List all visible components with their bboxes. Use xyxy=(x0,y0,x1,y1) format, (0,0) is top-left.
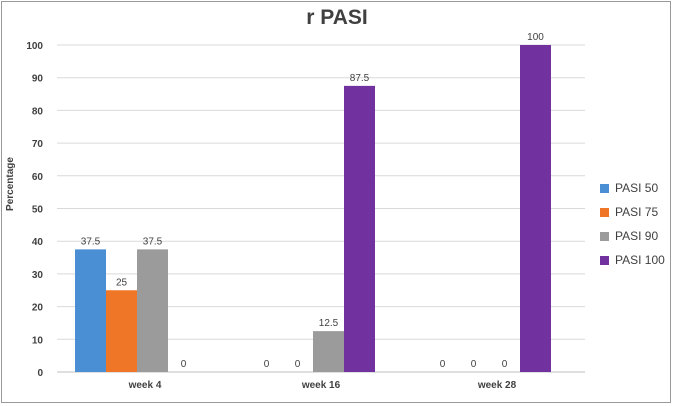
data-label: 0 xyxy=(181,359,187,370)
bar xyxy=(520,45,551,372)
data-label: 12.5 xyxy=(319,318,339,329)
bar xyxy=(313,331,344,372)
data-label: 0 xyxy=(440,359,446,370)
legend-swatch xyxy=(600,231,609,241)
bar xyxy=(106,290,137,372)
bar xyxy=(75,249,106,372)
y-tick-label: 10 xyxy=(32,335,44,346)
data-label: 37.5 xyxy=(81,236,101,247)
y-tick-label: 40 xyxy=(32,237,44,248)
y-tick-label: 50 xyxy=(32,205,44,216)
data-label: 37.5 xyxy=(143,236,163,247)
legend-swatch xyxy=(600,207,609,217)
legend-item: PASI 75 xyxy=(600,200,665,224)
y-tick-label: 70 xyxy=(32,139,44,150)
data-label: 87.5 xyxy=(350,73,370,84)
y-tick-label: 80 xyxy=(32,106,44,117)
bar xyxy=(344,85,375,372)
data-label: 0 xyxy=(295,359,301,370)
legend-swatch xyxy=(600,183,609,193)
y-tick-label: 30 xyxy=(32,270,44,281)
data-label: 100 xyxy=(527,32,544,43)
chart-legend: PASI 50 PASI 75 PASI 90 PASI 100 xyxy=(600,176,665,272)
chart-title: r PASI xyxy=(306,6,368,29)
data-label: 0 xyxy=(264,359,270,370)
y-tick-label: 0 xyxy=(37,368,43,379)
legend-label: PASI 50 xyxy=(615,181,659,195)
data-label: 25 xyxy=(116,277,128,288)
x-tick-label: week 28 xyxy=(477,380,517,391)
y-tick-label: 100 xyxy=(26,41,43,52)
data-label: 0 xyxy=(502,359,508,370)
legend-label: PASI 100 xyxy=(615,253,665,267)
legend-item: PASI 100 xyxy=(600,248,665,272)
legend-item: PASI 50 xyxy=(600,176,665,200)
y-tick-label: 90 xyxy=(32,74,44,85)
x-tick-label: week 16 xyxy=(301,380,341,391)
y-tick-label: 60 xyxy=(32,172,44,183)
bar xyxy=(137,249,168,372)
legend-label: PASI 90 xyxy=(615,229,659,243)
y-tick-label: 20 xyxy=(32,303,44,314)
data-label: 0 xyxy=(471,359,477,370)
legend-item: PASI 90 xyxy=(600,224,665,248)
legend-label: PASI 75 xyxy=(615,205,659,219)
x-tick-label: week 4 xyxy=(128,380,162,391)
legend-swatch xyxy=(600,255,609,265)
